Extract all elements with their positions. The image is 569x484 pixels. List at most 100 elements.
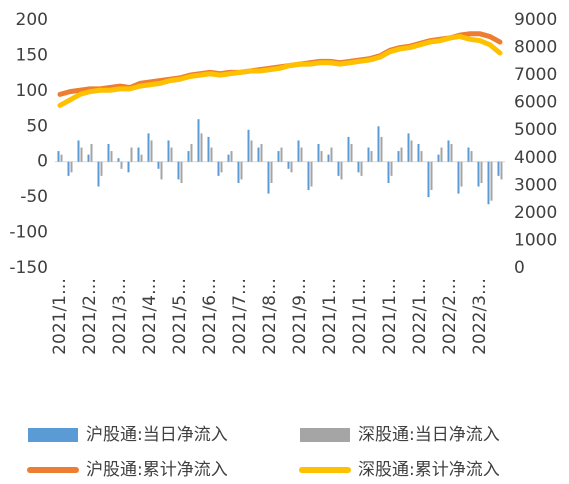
y2-tick-label: 0 [514, 258, 525, 278]
bar [290, 161, 293, 173]
y2-tick-label: 4000 [514, 148, 557, 168]
bar [440, 147, 443, 162]
bar [410, 140, 413, 162]
bar [227, 154, 230, 162]
bar [307, 161, 310, 191]
y-tick-label: 200 [16, 10, 48, 30]
bar [337, 161, 340, 176]
bar [427, 161, 430, 198]
bar [347, 136, 350, 162]
bar [277, 151, 280, 162]
line [57, 34, 503, 108]
bar [367, 147, 370, 162]
bar [340, 161, 343, 180]
bar [60, 154, 63, 162]
bar [387, 161, 390, 183]
x-tick-label: 2022/1… [410, 278, 430, 355]
y-tick-label: 0 [37, 152, 48, 172]
bar [130, 147, 133, 162]
x-tick-label: 2021/6… [200, 278, 220, 355]
y2-tick-label: 3000 [514, 175, 557, 195]
bar [120, 161, 123, 169]
x-tick-label: 2021/4… [140, 278, 160, 355]
bar [257, 147, 260, 162]
legend-label: 深股通:累计净流入 [358, 460, 500, 480]
y2-tick-label: 6000 [514, 93, 557, 113]
x-tick-label: 2022/2… [440, 278, 460, 355]
bar [370, 151, 373, 162]
bar [67, 161, 70, 176]
y-tick-label: 100 [16, 81, 48, 101]
bar [177, 161, 180, 180]
bar [497, 161, 500, 176]
bar [310, 161, 313, 187]
bar [447, 140, 450, 162]
bar [180, 161, 183, 183]
x-tick-label: 2021/5… [170, 278, 190, 355]
x-tick-label: 2021/2… [80, 278, 100, 355]
bar [237, 161, 240, 183]
bar [350, 144, 353, 162]
bar [357, 161, 360, 173]
bar [377, 126, 380, 162]
bar [430, 161, 433, 191]
bar [127, 161, 130, 173]
bar [490, 161, 493, 201]
legend-label: 沪股通:累计净流入 [86, 460, 228, 480]
bar [287, 161, 290, 169]
bar [297, 140, 300, 162]
bar [117, 158, 120, 162]
bar [330, 147, 333, 162]
bar [100, 161, 103, 176]
bar [487, 161, 490, 205]
y2-tick-label: 5000 [514, 120, 557, 140]
y-tick-label: 50 [26, 116, 48, 136]
bar [167, 140, 170, 162]
x-tick-label: 2021/1… [380, 278, 400, 355]
bar [200, 133, 203, 162]
bar [107, 144, 110, 162]
x-tick-label: 2021/1… [350, 278, 370, 355]
bar [250, 140, 253, 162]
bar [157, 161, 160, 169]
bar [170, 147, 173, 162]
bar [400, 147, 403, 162]
bar [70, 161, 73, 173]
x-tick-label: 2022/3… [470, 278, 490, 355]
bar [147, 133, 150, 162]
bar [210, 147, 213, 162]
x-tick-label: 2021/1… [320, 278, 340, 355]
bar [87, 154, 90, 162]
bar [477, 161, 480, 187]
y2-tick-label: 2000 [514, 203, 557, 223]
y2-tick-label: 7000 [514, 65, 557, 85]
legend-label: 深股通:当日净流入 [358, 425, 500, 445]
bar [240, 161, 243, 180]
bar [480, 161, 483, 183]
bar [97, 161, 100, 187]
bar [80, 147, 83, 162]
bar [407, 133, 410, 162]
bar [110, 151, 113, 162]
bar [420, 151, 423, 162]
x-tick-label: 2021/9… [290, 278, 310, 355]
x-tick-label: 2021/8… [260, 278, 280, 355]
bar [260, 144, 263, 162]
bar [450, 144, 453, 162]
bar [90, 144, 93, 162]
bar [300, 147, 303, 162]
bar [327, 154, 330, 162]
y2-tick-label: 8000 [514, 38, 557, 58]
bar [417, 144, 420, 162]
bar [197, 119, 200, 162]
bar [150, 140, 153, 162]
y-tick-label: -150 [9, 258, 48, 278]
bar [280, 147, 283, 162]
bar [140, 154, 143, 162]
bar [390, 161, 393, 176]
bar [57, 151, 60, 162]
legend-swatch [28, 428, 78, 442]
bar [270, 161, 273, 183]
x-tick-label: 2021/7… [230, 278, 250, 355]
